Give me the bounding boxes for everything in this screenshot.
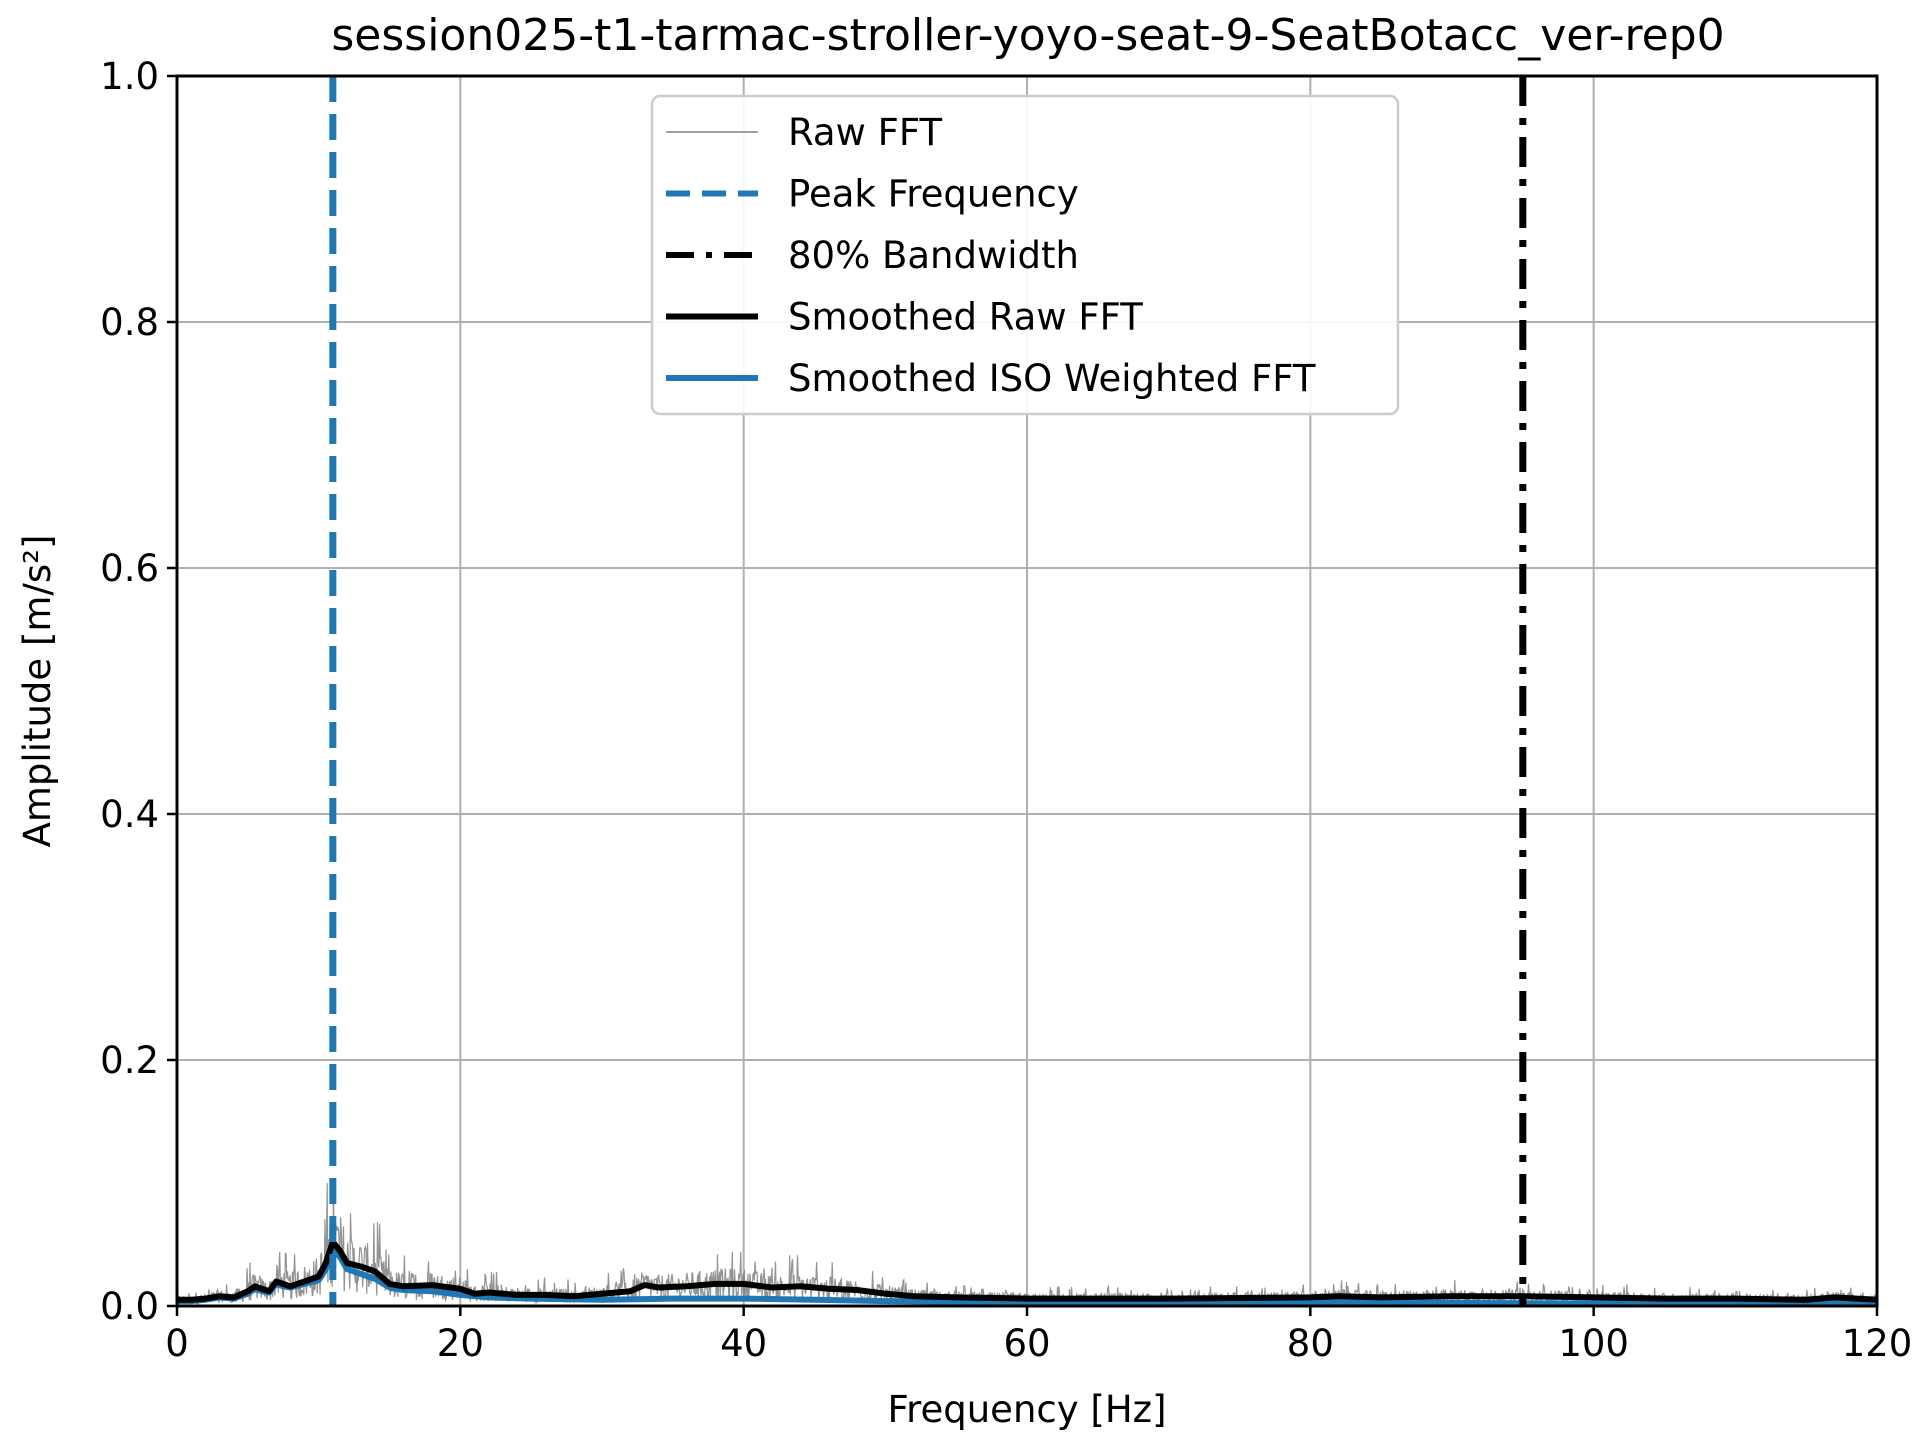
legend: Raw FFT Peak Frequency 80% Bandwidth Smooth… <box>650 94 1400 416</box>
x-axis-label: Frequency [Hz] <box>887 1388 1166 1431</box>
y-tick-label: 0.0 <box>100 1285 159 1328</box>
y-tick-label: 0.8 <box>100 301 159 344</box>
legend-label: Raw FFT <box>788 111 943 154</box>
y-axis-ticks: 0.0 0.2 0.4 0.6 0.8 1.0 <box>100 55 177 1328</box>
y-tick-label: 1.0 <box>100 55 159 98</box>
smoothed-raw-fft-line <box>177 1239 1878 1303</box>
legend-label: Peak Frequency <box>788 173 1079 216</box>
x-tick-label: 100 <box>1558 1322 1629 1365</box>
smoothed-raw-series <box>177 1239 1878 1303</box>
legend-label: 80% Bandwidth <box>788 234 1079 277</box>
x-tick-label: 40 <box>720 1322 767 1365</box>
x-tick-label: 120 <box>1842 1322 1913 1365</box>
y-tick-label: 0.6 <box>100 547 159 590</box>
y-tick-label: 0.2 <box>100 1039 159 1082</box>
x-tick-label: 20 <box>437 1322 484 1365</box>
y-tick-label: 0.4 <box>100 793 159 836</box>
legend-box <box>650 94 1400 416</box>
reference-lines <box>329 76 1527 1306</box>
x-tick-label: 80 <box>1287 1322 1334 1365</box>
x-axis-ticks: 0 20 40 60 80 100 120 <box>165 1306 1912 1365</box>
chart-title: session025-t1-tarmac-stroller-yoyo-seat-… <box>331 10 1724 61</box>
legend-label: Smoothed ISO Weighted FFT <box>788 357 1316 400</box>
y-axis-label: Amplitude [m/s²] <box>16 535 59 848</box>
legend-label: Smoothed Raw FFT <box>788 296 1143 339</box>
x-tick-label: 60 <box>1003 1322 1050 1365</box>
x-tick-label: 0 <box>165 1322 189 1365</box>
